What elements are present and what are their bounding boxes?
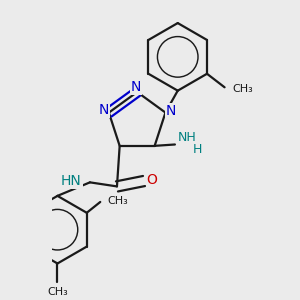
Text: N: N [166, 104, 176, 118]
Text: CH₃: CH₃ [233, 84, 254, 94]
Text: NH: NH [178, 131, 196, 144]
Text: H: H [193, 143, 203, 156]
Text: N: N [98, 103, 109, 117]
Text: O: O [147, 173, 158, 187]
Text: HN: HN [61, 174, 82, 188]
Text: CH₃: CH₃ [47, 287, 68, 297]
Text: CH₃: CH₃ [107, 196, 128, 206]
Text: N: N [130, 80, 141, 94]
